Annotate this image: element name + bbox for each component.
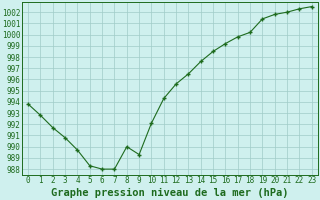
X-axis label: Graphe pression niveau de la mer (hPa): Graphe pression niveau de la mer (hPa)	[51, 188, 289, 198]
